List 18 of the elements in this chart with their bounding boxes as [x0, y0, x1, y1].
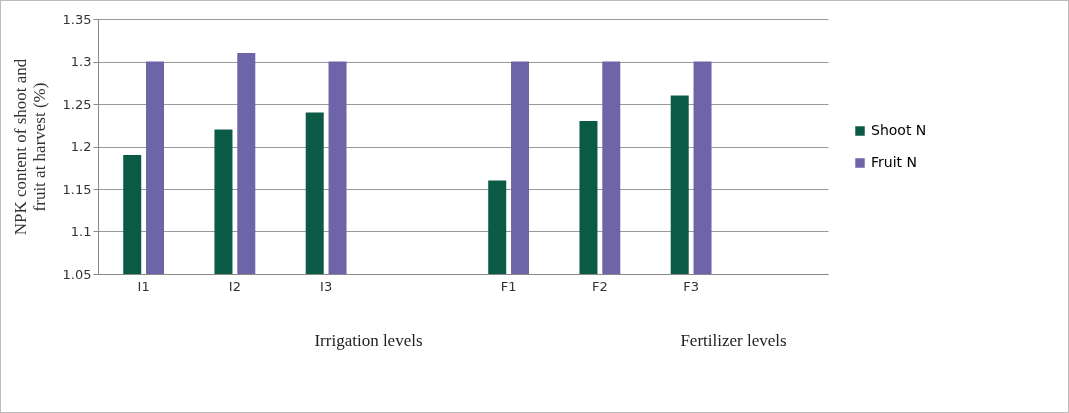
x-tick-label: F1 — [500, 278, 517, 294]
text: Fertilizer levels — [679, 331, 788, 351]
y-tick-label: 1.3 — [70, 54, 92, 69]
y-tick-label: 1.05 — [62, 266, 92, 282]
x-tick-label: F3 — [683, 278, 699, 294]
x-tick-label: F2 — [592, 278, 608, 294]
legend-label: Fruit N — [871, 154, 917, 170]
legend-label: Shoot N — [871, 122, 927, 138]
y-tick-label: 1.35 — [62, 11, 92, 27]
y-tick-label: 1.25 — [62, 96, 92, 112]
text: Irrigation levels — [313, 331, 424, 351]
x-tick-label: I2 — [228, 278, 241, 294]
y-tick-label: 1.2 — [70, 139, 92, 154]
x-tick-label: I3 — [320, 278, 333, 294]
y-tick-label: 1.1 — [70, 224, 92, 239]
y-tick-label: 1.15 — [62, 181, 92, 197]
x-tick-label: I1 — [137, 278, 150, 294]
y-axis-title: NPK content of shoot and fruit at harvest (%) — [10, 58, 49, 236]
